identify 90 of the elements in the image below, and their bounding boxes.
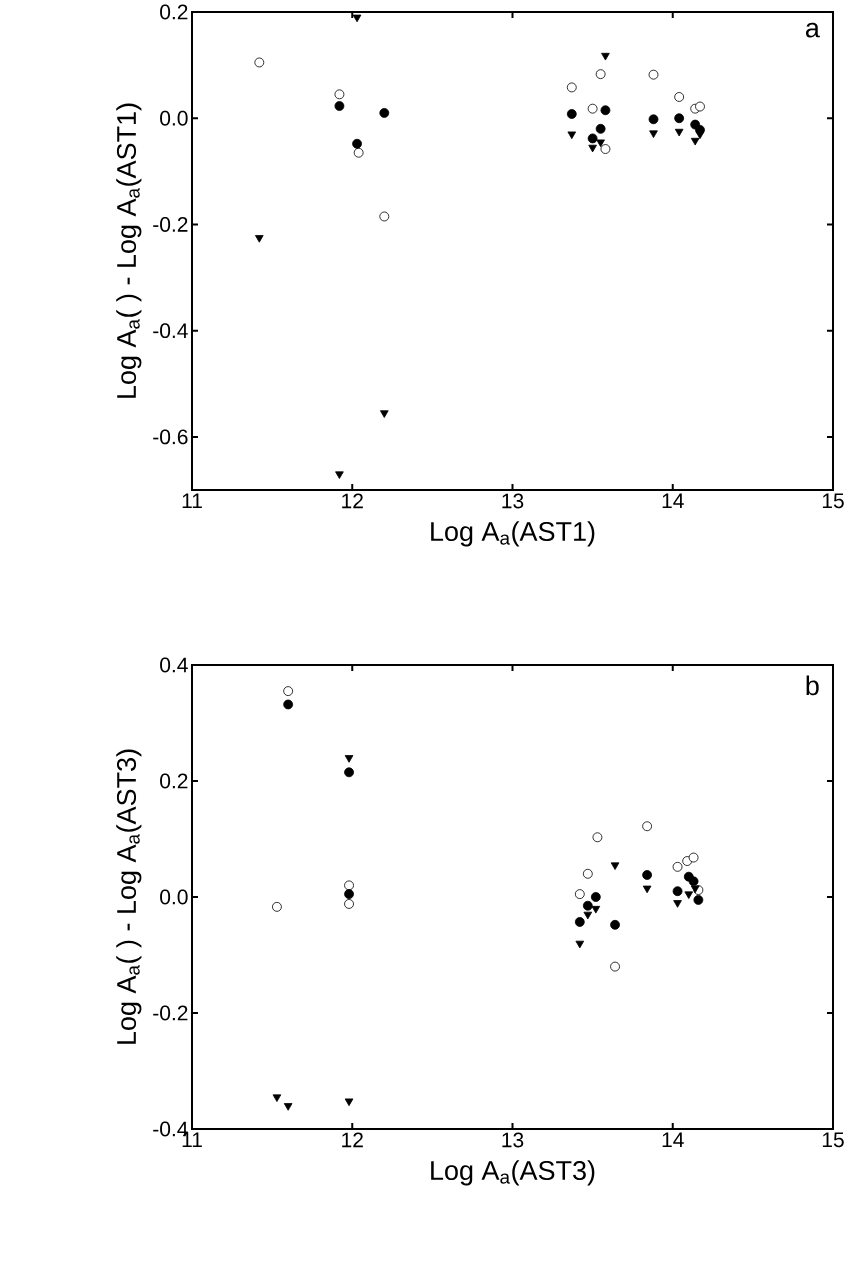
point: [600, 105, 611, 116]
y-tick-label: 0.2: [160, 4, 188, 20]
point: [642, 885, 652, 894]
point: [592, 832, 603, 843]
point: [591, 905, 601, 914]
point: [272, 901, 282, 912]
point: [674, 113, 685, 124]
point: [610, 862, 620, 870]
point: [610, 919, 620, 930]
point: [587, 103, 598, 114]
x-tick-label: 12: [342, 1132, 363, 1148]
point: [588, 144, 597, 153]
point: [283, 699, 294, 710]
point: [334, 101, 345, 111]
point: [693, 895, 704, 905]
point: [649, 130, 658, 138]
y-axis-title: Log A$_{a}$( ) - Log A$_{a}$(AST1): [116, 103, 142, 398]
y-tick-label: 0.4: [160, 657, 188, 673]
point: [254, 57, 265, 68]
point: [352, 14, 362, 23]
x-axis-title: Log A$_{a}$(AST3): [431, 1160, 595, 1186]
point: [642, 870, 652, 880]
point: [283, 1103, 293, 1111]
point: [380, 410, 389, 418]
point: [272, 1094, 282, 1102]
point: [674, 128, 684, 137]
x-tick-label: 15: [822, 493, 844, 509]
point: [690, 885, 700, 894]
point: [379, 108, 390, 118]
y-tick-label: -0.4: [153, 323, 188, 339]
point: [690, 137, 700, 146]
point: [352, 138, 362, 149]
point: [353, 147, 364, 158]
point: [695, 131, 705, 140]
x-tick-label: 12: [342, 493, 363, 509]
point: [596, 139, 605, 148]
x-tick-label: 14: [662, 1132, 684, 1147]
point: [601, 52, 610, 61]
y-tick-label: -0.2: [153, 217, 188, 232]
point: [587, 133, 598, 144]
point: [674, 92, 685, 102]
annotation: a: [805, 22, 820, 38]
point: [648, 69, 659, 80]
point: [334, 89, 345, 100]
point: [600, 144, 611, 154]
point: [673, 900, 682, 908]
point: [255, 235, 264, 243]
point: [344, 1098, 354, 1107]
x-tick-label: 13: [502, 493, 524, 509]
point: [590, 892, 601, 902]
point: [344, 755, 354, 763]
point: [582, 900, 593, 911]
point: [574, 889, 585, 899]
y-tick-label: -0.2: [153, 1005, 188, 1021]
point: [582, 868, 593, 879]
y-tick-label: 0.0: [160, 110, 188, 126]
x-tick-label: 13: [502, 1132, 524, 1148]
x-tick-label: 14: [662, 493, 684, 508]
point: [695, 101, 705, 112]
point: [335, 471, 344, 479]
point: [642, 821, 652, 832]
point: [672, 886, 683, 897]
point: [344, 889, 354, 899]
point: [566, 109, 577, 119]
point: [575, 940, 585, 949]
point: [648, 114, 659, 125]
point: [684, 891, 694, 899]
y-axis-title: Log A$_{a}$( ) - Log A$_{a}$(AST3): [116, 749, 142, 1044]
point: [574, 917, 585, 927]
x-tick-label: 15: [822, 1132, 844, 1148]
point: [283, 686, 294, 696]
point: [688, 852, 699, 863]
point: [688, 876, 699, 887]
point: [344, 880, 354, 891]
point: [567, 131, 577, 140]
point: [566, 82, 577, 93]
y-tick-label: -0.6: [153, 429, 188, 445]
x-axis-title: Log A$_{a}$(AST1): [431, 521, 595, 547]
point: [672, 861, 683, 872]
annotation: b: [806, 675, 819, 696]
point: [344, 767, 354, 778]
point: [595, 123, 606, 134]
point: [610, 961, 620, 972]
y-tick-label: 0.0: [160, 889, 188, 905]
point: [595, 69, 606, 80]
x-tick-label: 11: [182, 493, 202, 508]
point: [379, 211, 390, 222]
y-tick-label: 0.2: [160, 773, 188, 789]
point: [583, 911, 593, 920]
point: [344, 899, 354, 909]
